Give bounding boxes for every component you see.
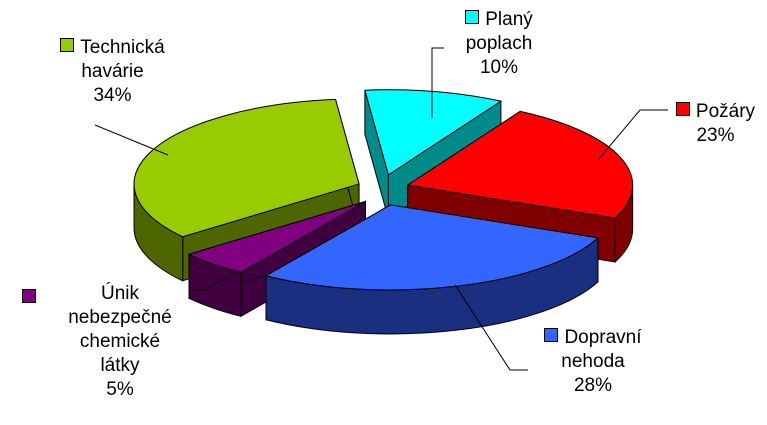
label-plany-poplach-line1: Planý (485, 9, 533, 30)
legend-swatch-unik (22, 289, 36, 303)
label-dopravni-nehoda: Dopravní nehoda 28% (528, 326, 658, 398)
label-technicka-havarie-pct: 34% (93, 85, 132, 106)
label-technicka-havarie-line2: havárie (81, 61, 144, 82)
legend-swatch-dopravni-nehoda (544, 328, 559, 342)
label-unik-line4: látky (100, 355, 140, 376)
label-dopravni-nehoda-line1: Dopravní (564, 327, 642, 348)
label-unik-line1: Únik (100, 283, 139, 304)
slice-top-unik (187, 201, 366, 273)
leader-line-plany-poplach (431, 47, 444, 118)
slice-dopravni-nehoda (264, 204, 600, 335)
label-dopravni-nehoda-pct: 28% (573, 375, 613, 396)
slice-pozary (406, 110, 634, 264)
slice-top-technicka-havarie (133, 98, 360, 238)
legend-swatch-technicka-havarie (60, 38, 75, 52)
leader-line-dopravni-nehoda (454, 284, 528, 371)
legend-swatch-pozary (675, 102, 690, 116)
label-technicka-havarie: Technická havárie 34% (30, 36, 195, 108)
label-plany-poplach: Planý poplach 10% (444, 8, 554, 80)
label-unik: Únik nebezpečné chemické látky 5% (40, 282, 200, 402)
label-technicka-havarie-line1: Technická (80, 37, 165, 58)
label-dopravni-nehoda-line2: nehoda (561, 351, 625, 372)
label-unik-pct: 5% (106, 379, 134, 400)
label-pozary-line1: Požáry (695, 101, 756, 122)
label-unik-line2: nebezpečné (68, 307, 172, 328)
label-plany-poplach-pct: 10% (479, 57, 519, 78)
label-plany-poplach-line2: poplach (465, 33, 533, 54)
leader-line-unik (192, 271, 238, 291)
label-pozary: Požáry 23% (668, 100, 763, 148)
slice-top-pozary (406, 110, 634, 219)
slice-top-plany-poplach (364, 89, 503, 176)
label-pozary-pct: 23% (696, 125, 735, 146)
leader-line-technicka-havarie (94, 124, 169, 156)
legend-swatch-plany-poplach (465, 10, 480, 24)
leader-line-pozary (597, 109, 668, 161)
label-unik-line3: chemické (79, 331, 161, 352)
